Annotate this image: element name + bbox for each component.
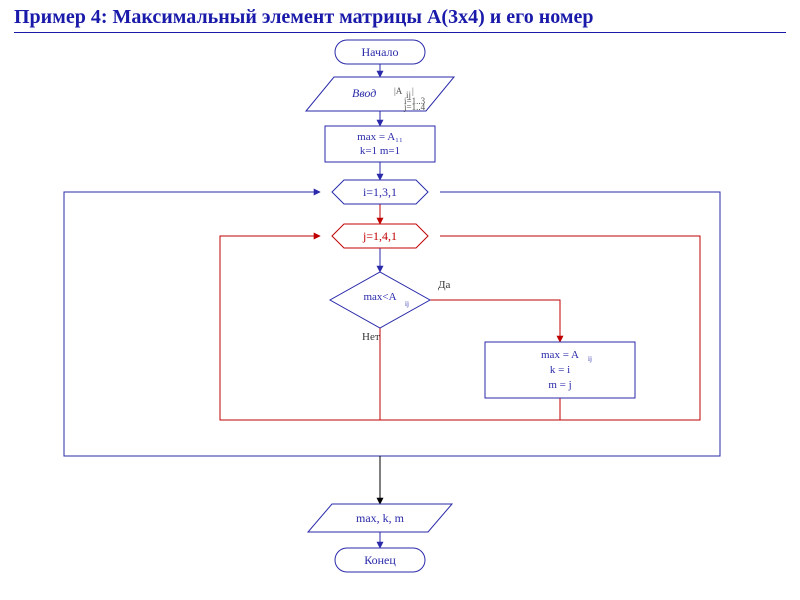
node-input-label: Ввод <box>352 86 376 100</box>
flowchart-canvas: Начало Ввод |A ij | i=1..3 j=1..4 max = … <box>0 0 800 600</box>
node-cond-label: max<A <box>363 291 396 303</box>
node-loop-j-label: j=1,4,1 <box>362 229 397 243</box>
edge-cond-yes <box>430 300 560 342</box>
node-assign-l3: m = j <box>548 379 571 391</box>
label-no: Нет <box>362 331 380 343</box>
node-output-label: max, k, m <box>356 511 405 525</box>
node-init-line2: k=1 m=1 <box>360 145 400 157</box>
node-input-sub3: | <box>412 86 414 96</box>
node-assign-l2: k = i <box>550 364 570 376</box>
node-assign-l1: max = A <box>541 349 579 361</box>
label-yes: Да <box>438 279 451 291</box>
node-end-label: Конец <box>364 553 396 567</box>
node-assign-l1-sub: ij <box>588 355 592 363</box>
node-input-sub5: j=1..4 <box>403 102 426 112</box>
node-cond-sub: ij <box>405 300 409 308</box>
node-input-sub: |A <box>394 86 403 96</box>
node-start-label: Начало <box>362 45 399 59</box>
node-init-line1: max = A₁₁ <box>357 131 403 143</box>
node-loop-i-label: i=1,3,1 <box>363 185 397 199</box>
node-input <box>306 77 454 111</box>
